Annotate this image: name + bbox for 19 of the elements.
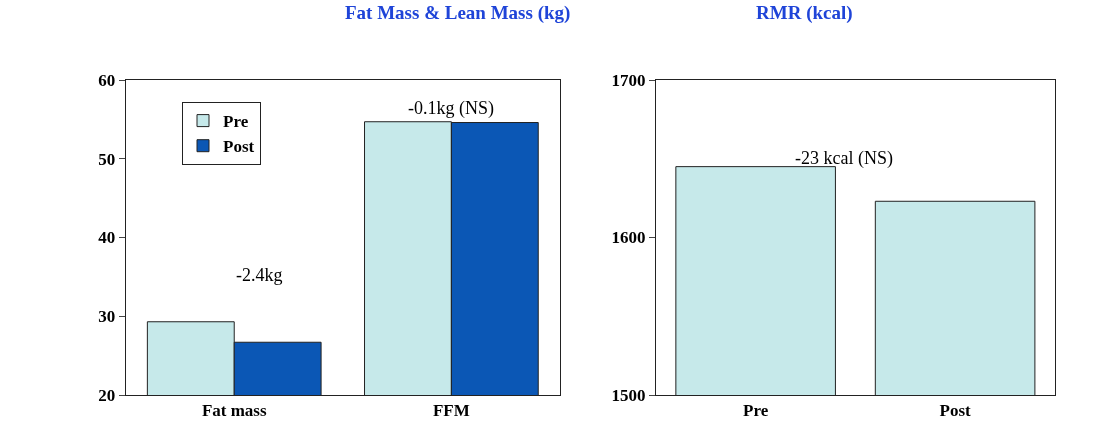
y-tick-label: 1700: [611, 70, 646, 90]
annotation: -2.4kg: [236, 265, 283, 285]
y-tick-label: 1600: [611, 228, 646, 248]
x-tick-label: Fat mass: [201, 401, 267, 421]
y-tick-label: 1500: [611, 385, 646, 405]
annotation: -0.1kg (NS): [408, 98, 494, 119]
annotation: -23 kcal (NS): [795, 148, 893, 169]
y-tick-label: 60: [98, 70, 116, 90]
x-tick-label: Post: [939, 401, 972, 421]
x-tick-label: Pre: [743, 401, 769, 421]
y-tick-label: 40: [98, 228, 116, 248]
y-tick-label: 30: [98, 307, 116, 327]
legend-label: Post: [223, 137, 255, 157]
x-tick-label: FFM: [432, 401, 470, 421]
chart-title: Fat Mass & Lean Mass (kg): [345, 2, 571, 24]
y-tick-label: 20: [98, 385, 116, 405]
chart-title: RMR (kcal): [756, 2, 853, 24]
y-tick-label: 50: [98, 149, 116, 169]
legend-label: Pre: [223, 112, 249, 132]
